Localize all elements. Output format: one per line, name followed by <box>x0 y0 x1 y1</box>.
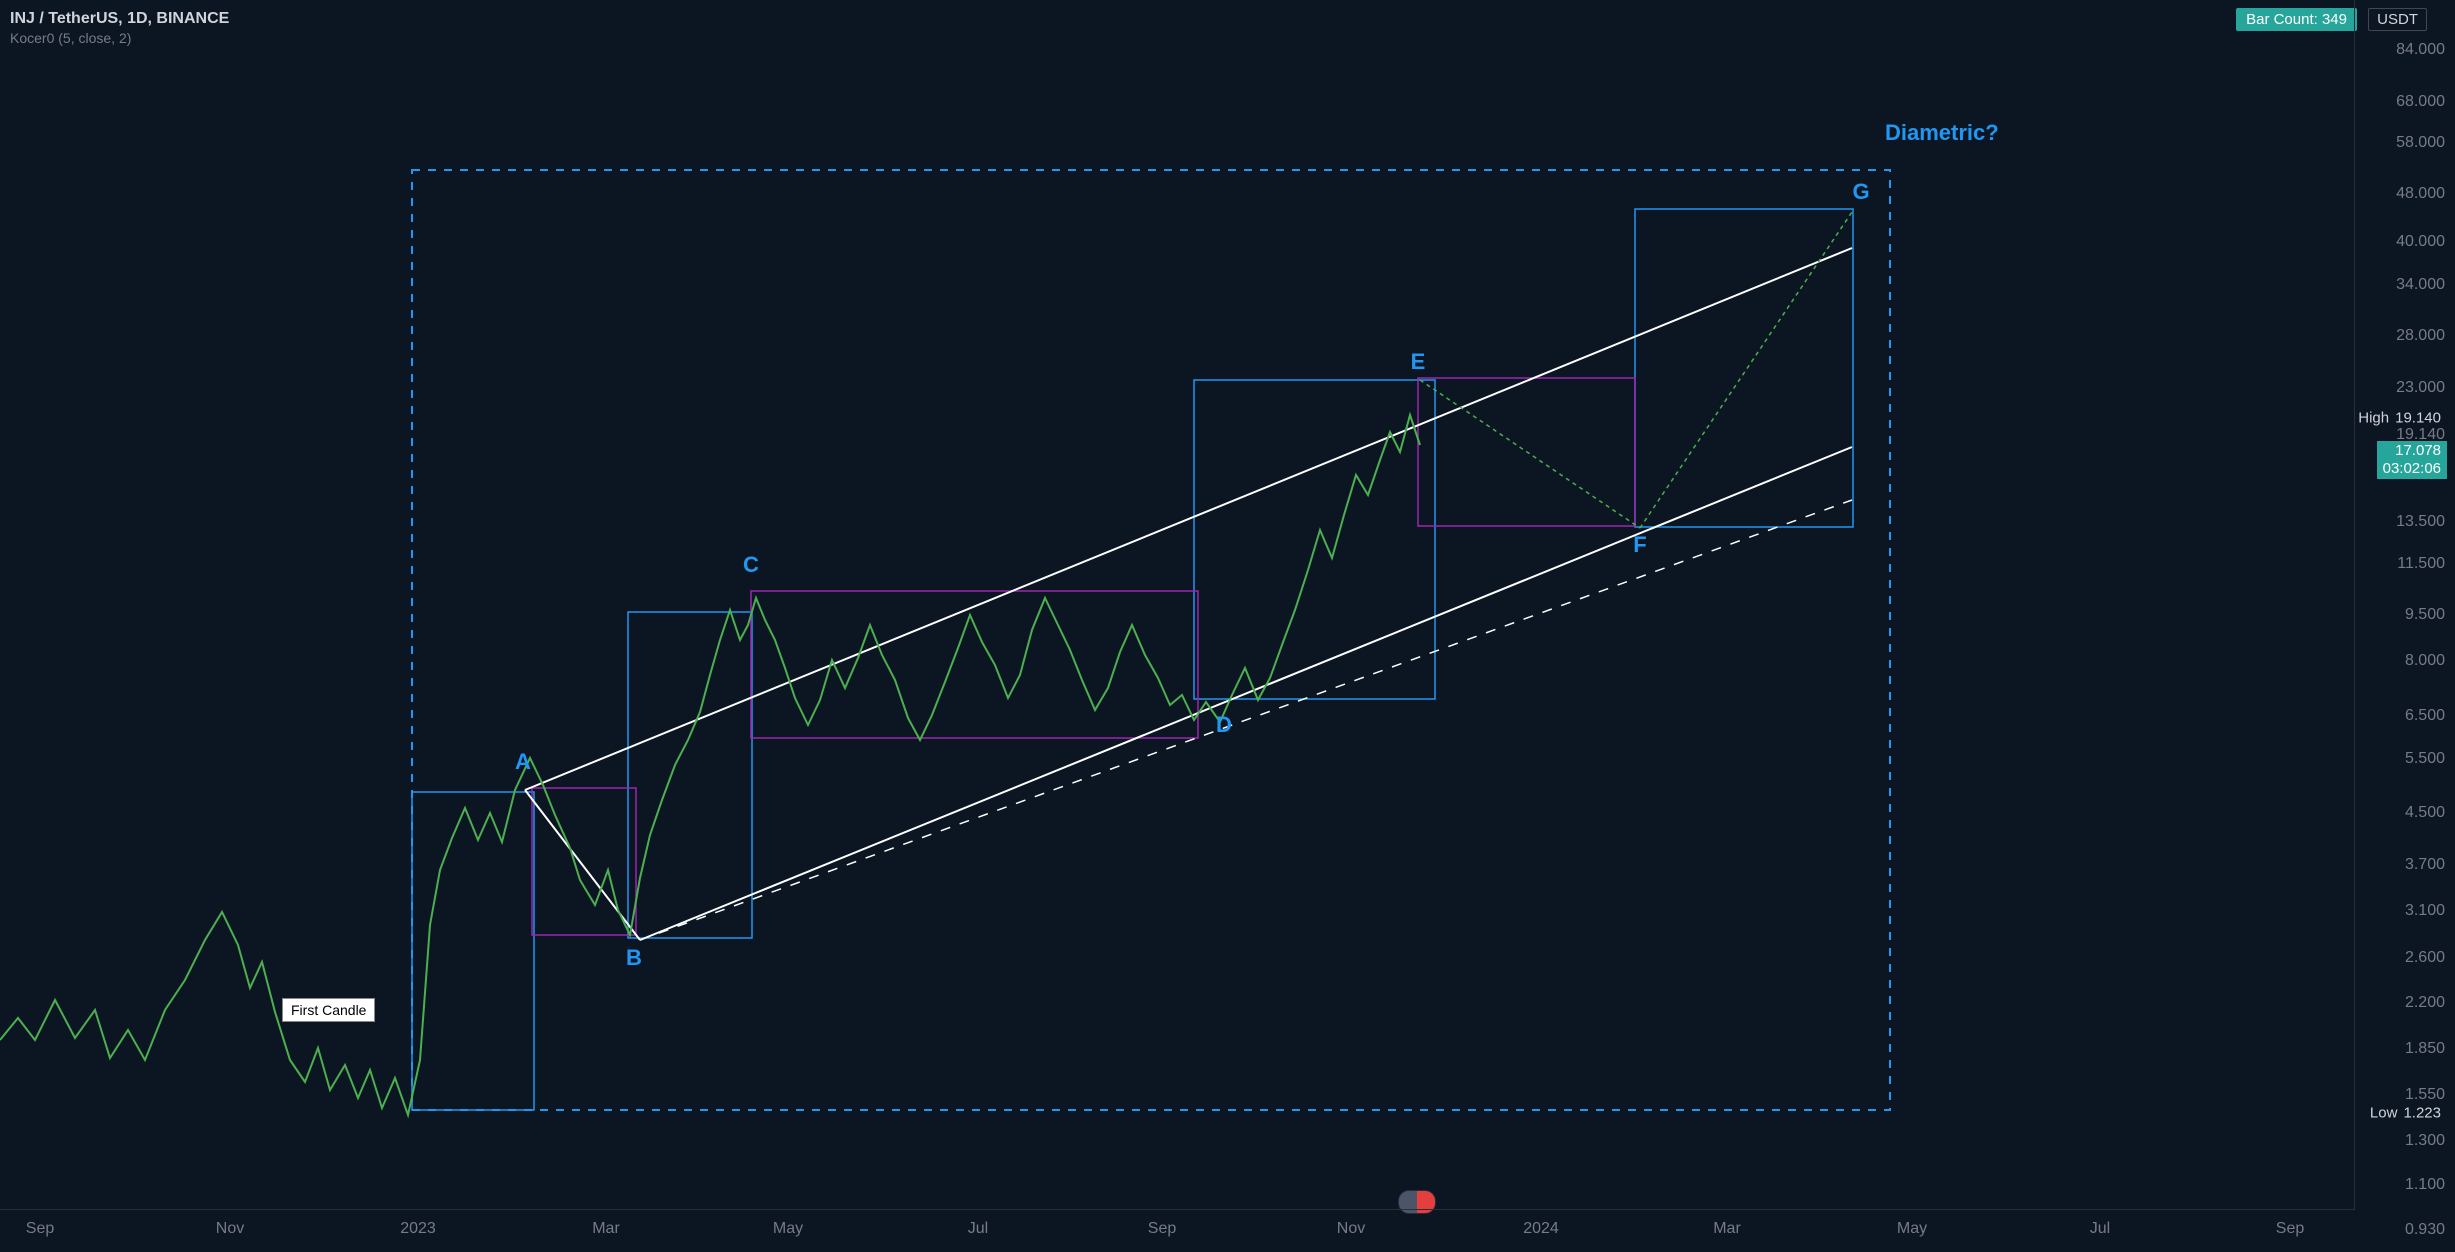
time-axis[interactable]: Sep Nov 2023 Mar May Jul Sep Nov 2024 Mar May Jul Se… <box>0 1209 2355 1252</box>
time-tick: Jul <box>2090 1220 2110 1238</box>
price-tick: 4.500 <box>2405 804 2445 822</box>
low-price-label: Low1.223 <box>2364 1104 2447 1123</box>
current-price-label: 17.07803:02:06 <box>2377 441 2447 479</box>
time-tick: 2024 <box>1523 1220 1559 1238</box>
price-tick: 84.000 <box>2396 41 2445 59</box>
chart-container: INJ / TetherUS, 1D, BINANCE Kocer0 (5, c… <box>0 0 2455 1252</box>
price-tick: 28.000 <box>2396 327 2445 345</box>
time-tick: Sep <box>26 1220 54 1238</box>
wave-label-a: A <box>515 749 531 775</box>
price-tick: 11.500 <box>2397 555 2445 573</box>
wave-label-e: E <box>1411 349 1426 375</box>
time-tick: Nov <box>216 1220 244 1238</box>
wave-label-c: C <box>743 552 759 578</box>
price-tick: 48.000 <box>2396 185 2445 203</box>
high-price-label: High19.140 <box>2352 409 2447 428</box>
first-candle-label: First Candle <box>282 998 375 1022</box>
price-tick: 3.100 <box>2405 902 2445 920</box>
wave-label-d: D <box>1216 712 1232 738</box>
price-tick: 34.000 <box>2396 276 2445 294</box>
price-tick: 3.700 <box>2405 856 2445 874</box>
time-tick: May <box>1897 1220 1927 1238</box>
price-tick: 23.000 <box>2396 379 2445 397</box>
time-tick: Mar <box>1713 1220 1741 1238</box>
diametric-annotation: Diametric? <box>1885 120 1999 146</box>
price-tick: 13.500 <box>2396 513 2445 531</box>
price-tick: 1.850 <box>2405 1040 2445 1058</box>
price-tick: 2.200 <box>2405 994 2445 1012</box>
price-axis[interactable]: 84.000 68.000 58.000 48.000 40.000 34.000 28.0… <box>2354 0 2455 1210</box>
wave-label-f: F <box>1633 532 1646 558</box>
price-tick: 5.500 <box>2405 750 2445 768</box>
price-tick: 58.000 <box>2396 134 2445 152</box>
wave-label-g: G <box>1852 179 1869 205</box>
price-tick: 1.300 <box>2405 1132 2445 1150</box>
time-tick: Sep <box>1148 1220 1176 1238</box>
price-tick: 0.930 <box>2405 1221 2445 1239</box>
time-tick: Mar <box>592 1220 620 1238</box>
time-tick: Jul <box>968 1220 988 1238</box>
chart-svg <box>0 0 2355 1210</box>
time-tick: Nov <box>1337 1220 1365 1238</box>
price-tick: 8.000 <box>2405 652 2445 670</box>
price-tick: 2.600 <box>2405 949 2445 967</box>
plot-area[interactable]: A B C D E F G Diametric? First Candle <box>0 0 2355 1210</box>
price-tick: 6.500 <box>2405 707 2445 725</box>
time-tick: 2023 <box>400 1220 436 1238</box>
price-tick: 1.100 <box>2405 1176 2445 1194</box>
price-tick: 9.500 <box>2405 606 2445 624</box>
price-tick: 1.550 <box>2405 1086 2445 1104</box>
time-tick: May <box>773 1220 803 1238</box>
wave-label-b: B <box>626 945 642 971</box>
time-tick: Sep <box>2276 1220 2304 1238</box>
price-tick: 68.000 <box>2396 93 2445 111</box>
price-tick: 40.000 <box>2396 233 2445 251</box>
